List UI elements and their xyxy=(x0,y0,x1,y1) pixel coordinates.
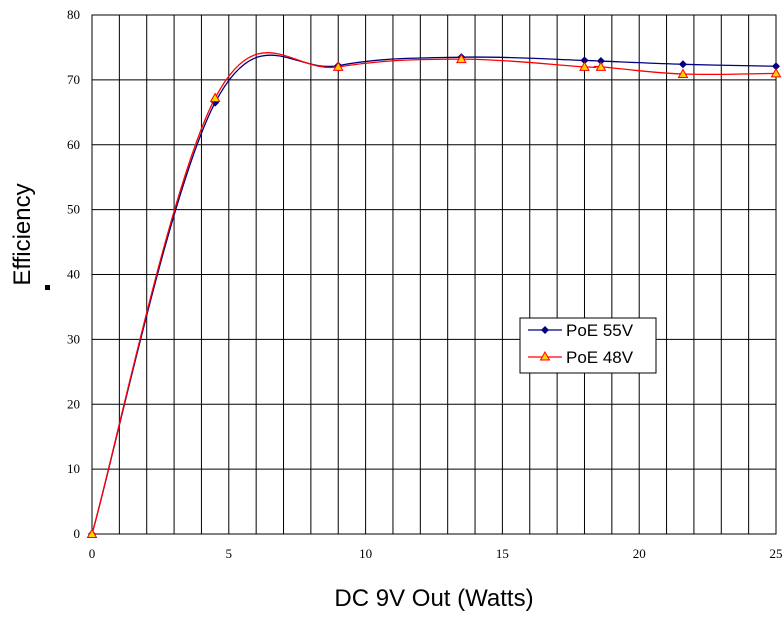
data-point-poe-48v xyxy=(579,61,590,71)
x-tick-label: 25 xyxy=(770,546,783,561)
legend-marker-poe-48v xyxy=(539,350,551,361)
data-point-poe-55v xyxy=(678,60,687,69)
y-axis-title: Efficiency xyxy=(9,183,36,285)
x-axis-title: DC 9V Out (Watts) xyxy=(334,585,533,612)
y-tick-label: 30 xyxy=(67,331,80,346)
plot-frame xyxy=(91,14,777,535)
series-line-poe-55v xyxy=(91,54,777,535)
legend-box xyxy=(519,317,657,374)
y-tick-label: 60 xyxy=(67,137,80,152)
data-point-poe-48v xyxy=(86,528,98,538)
data-point-poe-55v xyxy=(580,56,589,65)
data-point-poe-48v xyxy=(456,53,467,64)
y-tick-label: 50 xyxy=(67,202,80,217)
data-point-poe-48v xyxy=(770,67,782,78)
y-tick-label: 70 xyxy=(67,72,80,87)
y-tick-label: 20 xyxy=(67,396,80,411)
series-poe-55v xyxy=(88,53,780,538)
y-tick-label: 0 xyxy=(74,526,81,541)
data-point-poe-55v xyxy=(772,62,780,71)
data-point-poe-48v xyxy=(209,92,221,103)
legend-label-poe-55v: PoE 55V xyxy=(566,321,634,340)
grid-lines xyxy=(92,15,776,534)
legend: PoE 55V PoE 48V xyxy=(519,317,657,374)
stray-mark xyxy=(45,285,50,290)
x-tick-labels: 0 5 10 15 20 25 xyxy=(89,546,783,561)
x-tick-label: 0 xyxy=(89,546,96,561)
y-tick-label: 10 xyxy=(67,461,80,476)
x-tick-label: 15 xyxy=(496,546,509,561)
x-tick-label: 10 xyxy=(359,546,372,561)
legend-label-poe-48v: PoE 48V xyxy=(566,348,634,367)
y-tick-labels: 0 10 20 30 40 50 60 70 80 xyxy=(67,7,80,541)
series-poe-48v xyxy=(86,52,782,538)
x-tick-label: 5 xyxy=(226,546,233,561)
data-point-poe-48v xyxy=(677,68,689,79)
x-tick-label: 20 xyxy=(633,546,646,561)
data-point-poe-48v xyxy=(332,61,344,71)
data-point-poe-48v xyxy=(595,61,607,71)
legend-marker-poe-55v xyxy=(541,326,549,334)
y-tick-label: 40 xyxy=(67,267,80,282)
data-point-poe-55v xyxy=(596,57,605,66)
y-tick-label: 80 xyxy=(67,7,80,22)
series-line-poe-48v xyxy=(91,52,777,535)
series-layer xyxy=(86,52,782,538)
